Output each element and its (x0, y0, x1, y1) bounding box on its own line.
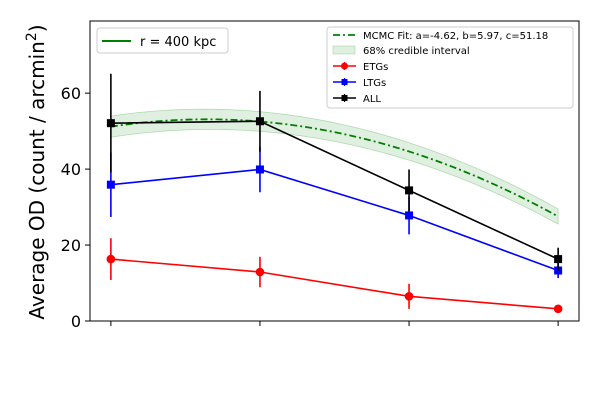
legend-fit-label: MCMC Fit: a=-4.62, b=5.97, c=51.18 (363, 31, 548, 42)
etgs-series-line (110, 258, 559, 310)
all-point (554, 255, 563, 264)
y-axis-ticks: 0 20 40 60 (61, 84, 90, 331)
y-tick-label: 20 (61, 236, 81, 255)
legend-etgs-swatch-marker (341, 62, 348, 70)
etgs-point (553, 304, 563, 314)
legend-right-frame (326, 26, 574, 109)
y-axis-label-close: ) (25, 24, 49, 32)
y-tick-label: 0 (71, 312, 81, 331)
y-axis-label-superscript: 2 (24, 32, 40, 41)
legend-band-swatch (332, 45, 356, 55)
legend-ltgs-label: LTGs (363, 78, 386, 89)
legend-right: MCMC Fit: a=-4.62, b=5.97, c=51.18 68% c… (326, 26, 574, 109)
x-axis-ticks (110, 321, 559, 326)
plot-frame (89, 20, 580, 322)
series-group (106, 73, 563, 314)
y-axis-label: Average OD (count / arcmin2) (24, 24, 49, 319)
y-tick-label: 60 (61, 84, 81, 103)
legend-ltgs-swatch-marker (341, 79, 348, 85)
etgs-point (255, 267, 265, 277)
all-point (255, 117, 264, 126)
ltgs-point (255, 165, 264, 174)
legend-band-label: 68% credible interval (363, 46, 470, 57)
legend-all-label: ALL (363, 94, 381, 105)
y-tick-label: 40 (61, 160, 81, 179)
legend-r400-label: r = 400 kpc (140, 35, 216, 50)
legend-all-swatch-marker (341, 95, 348, 101)
all-series-line (110, 120, 559, 260)
ltgs-series-line (110, 168, 559, 272)
ltgs-point (106, 180, 115, 189)
mcmc-fit-curve (110, 118, 559, 218)
y-axis-label-main: Average OD (count / arcmin (25, 41, 49, 319)
legend-series-group: ETGs LTGs ALL (333, 62, 388, 105)
fit-curve-group (110, 118, 559, 218)
legend-left-frame (96, 27, 229, 54)
ltgs-point (405, 211, 414, 220)
all-point (405, 186, 414, 195)
etgs-point (404, 292, 414, 301)
etgs-point (106, 254, 116, 264)
legend-etgs-label: ETGs (363, 62, 388, 73)
legend-left: r = 400 kpc (96, 27, 229, 54)
all-point (106, 119, 115, 128)
